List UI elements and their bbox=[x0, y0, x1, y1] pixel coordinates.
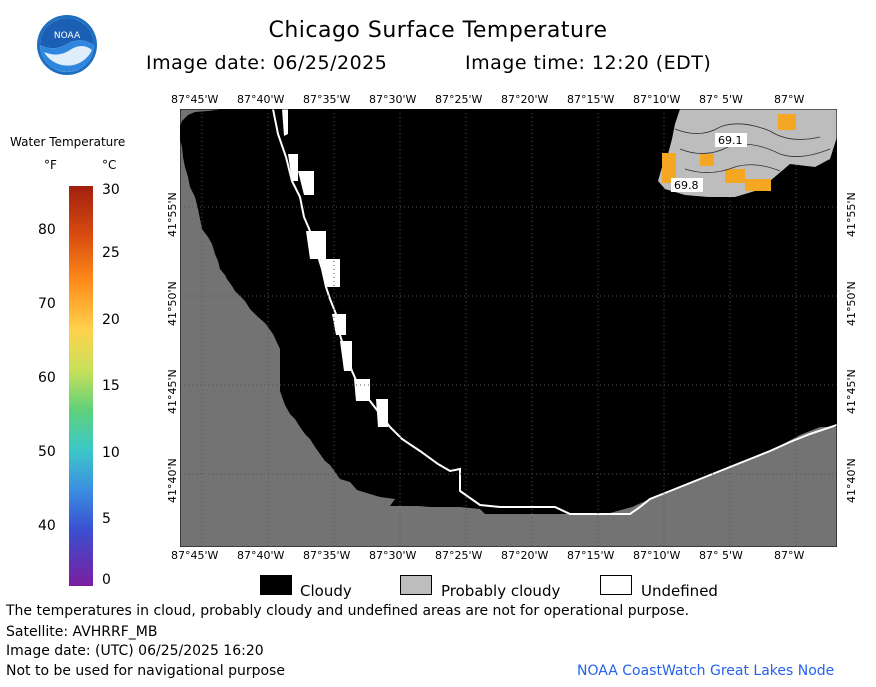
colorbar-c-tick: 15 bbox=[102, 378, 120, 394]
lon-label-top: 87°30'W bbox=[369, 93, 417, 106]
colorbar-f-tick: 50 bbox=[38, 444, 56, 460]
lon-label-top: 87°10'W bbox=[633, 93, 681, 106]
lon-label-bottom: 87°30'W bbox=[369, 549, 417, 562]
utc-date-text: Image date: (UTC) 06/25/2025 16:20 bbox=[6, 643, 264, 659]
colorbar-f-tick: 70 bbox=[38, 296, 56, 312]
navigation-warning: Not to be used for navigational purpose bbox=[6, 663, 285, 679]
temp-label: 69.8 bbox=[674, 179, 699, 192]
colorbar bbox=[69, 186, 93, 586]
legend-label-cloudy: Cloudy bbox=[300, 582, 352, 600]
lon-label-bottom: 87°15'W bbox=[567, 549, 615, 562]
noaa-logo: NOAA bbox=[37, 15, 97, 75]
lat-label-right: 41°55'N bbox=[845, 192, 858, 237]
colorbar-f-tick: 60 bbox=[38, 370, 56, 386]
warm-water-area bbox=[662, 114, 796, 191]
lon-label-top: 87° 5'W bbox=[699, 93, 743, 106]
lat-label-left: 41°45'N bbox=[166, 369, 179, 414]
lon-label-top: 87°15'W bbox=[567, 93, 615, 106]
satellite-text: Satellite: AVHRRF_MB bbox=[6, 624, 158, 640]
lon-label-top: 87°25'W bbox=[435, 93, 483, 106]
lat-label-right: 41°45'N bbox=[845, 369, 858, 414]
disclaimer-text: The temperatures in cloud, probably clou… bbox=[6, 603, 690, 619]
grid-lines bbox=[180, 109, 837, 547]
city-marker bbox=[297, 244, 307, 254]
colorbar-c-tick: 30 bbox=[102, 182, 120, 198]
colorbar-c-tick: 20 bbox=[102, 312, 120, 328]
probably-cloudy-area bbox=[658, 109, 837, 197]
shoreline bbox=[272, 109, 837, 515]
legend-label-undefined: Undefined bbox=[641, 582, 718, 600]
temp-label: 69.1 bbox=[718, 134, 743, 147]
colorbar-c-tick: 10 bbox=[102, 445, 120, 461]
colorbar-title: Water Temperature bbox=[10, 135, 126, 149]
colorbar-unit-c: °C bbox=[102, 158, 117, 172]
colorbar-f-tick: 80 bbox=[38, 222, 56, 238]
colorbar-f-tick: 40 bbox=[38, 518, 56, 534]
lat-label-right: 41°40'N bbox=[845, 458, 858, 503]
lon-label-top: 87°35'W bbox=[303, 93, 351, 106]
lon-label-top: 87°20'W bbox=[501, 93, 549, 106]
colorbar-c-tick: 0 bbox=[102, 572, 111, 588]
lon-label-top: 87°W bbox=[774, 93, 805, 106]
lon-label-bottom: 87°20'W bbox=[501, 549, 549, 562]
legend-swatch-undefined bbox=[600, 575, 632, 595]
page-title: Chicago Surface Temperature bbox=[268, 18, 608, 43]
colorbar-c-tick: 25 bbox=[102, 245, 120, 261]
lon-label-bottom: 87°40'W bbox=[237, 549, 285, 562]
svg-text:NOAA: NOAA bbox=[54, 31, 81, 41]
lon-label-bottom: 87°W bbox=[774, 549, 805, 562]
lat-label-right: 41°50'N bbox=[845, 281, 858, 326]
temperature-map: 69.1 69.8 Chicago bbox=[180, 109, 837, 547]
lat-label-left: 41°40'N bbox=[166, 458, 179, 503]
lon-label-bottom: 87°25'W bbox=[435, 549, 483, 562]
colorbar-c-tick: 5 bbox=[102, 511, 111, 527]
image-time: Image time: 12:20 (EDT) bbox=[465, 52, 712, 74]
source-credit: NOAA CoastWatch Great Lakes Node bbox=[577, 663, 835, 679]
lon-label-bottom: 87°45'W bbox=[171, 549, 219, 562]
legend-swatch-cloudy bbox=[260, 575, 292, 595]
lat-label-left: 41°50'N bbox=[166, 281, 179, 326]
lat-label-left: 41°55'N bbox=[166, 192, 179, 237]
undefined-area bbox=[282, 109, 388, 427]
legend-label-probably-cloudy: Probably cloudy bbox=[441, 582, 561, 600]
lon-label-top: 87°45'W bbox=[171, 93, 219, 106]
cloudy-area bbox=[180, 109, 837, 514]
legend-swatch-probably-cloudy bbox=[400, 575, 432, 595]
lon-label-bottom: 87°10'W bbox=[633, 549, 681, 562]
isotherm-lines bbox=[674, 123, 831, 173]
lon-label-top: 87°40'W bbox=[237, 93, 285, 106]
city-label: Chicago bbox=[229, 254, 293, 273]
lon-label-bottom: 87°35'W bbox=[303, 549, 351, 562]
colorbar-unit-f: °F bbox=[44, 158, 57, 172]
lon-label-bottom: 87° 5'W bbox=[699, 549, 743, 562]
image-date: Image date: 06/25/2025 bbox=[146, 52, 388, 74]
